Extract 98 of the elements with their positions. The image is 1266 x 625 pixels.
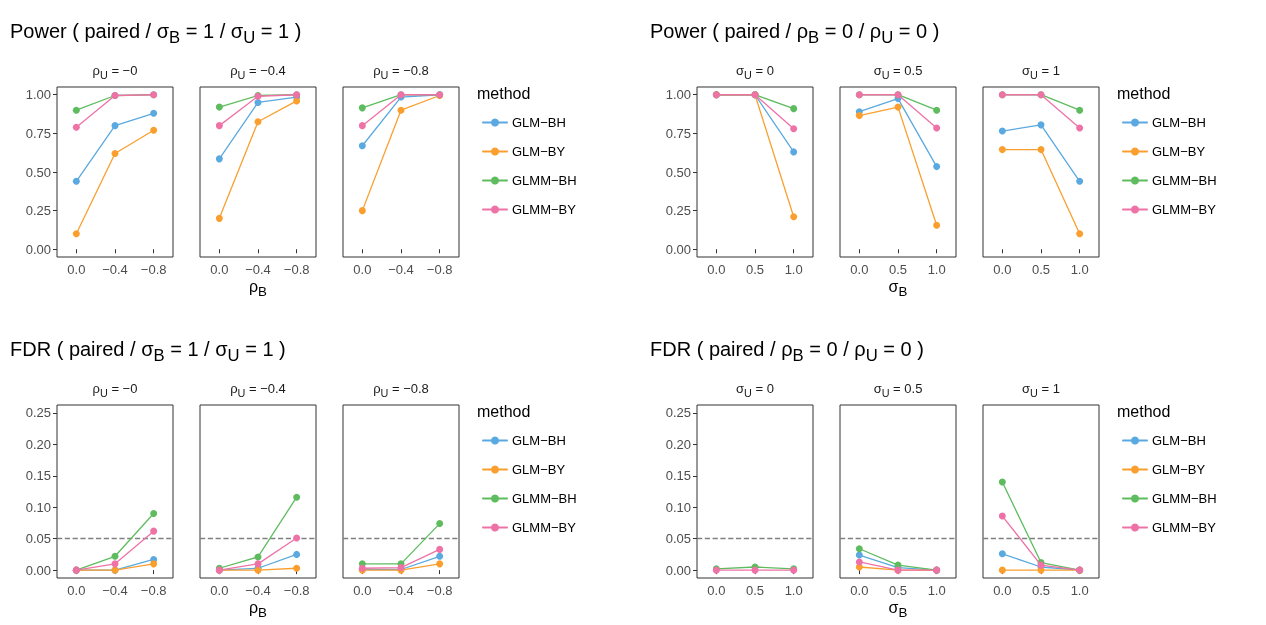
legend-label: GLM−BH [1152,433,1206,448]
x-tick-label: −0.8 [283,583,310,598]
y-tick-label: 0.00 [25,562,51,578]
x-tick-label: 0.0 [850,262,869,277]
chart-title: FDR ( paired / σ$_{B}$ = 1 / σ$_{U}$ = 1 ) [10,338,286,366]
x-tick-label: 0.0 [67,262,86,277]
x-tick-label: −0.8 [140,262,167,277]
chart-subtitle: σ$_{U}$ = 0 [735,381,775,399]
x-tick-label: 0.0 [353,262,372,277]
legend-label: GLMM−BH [1152,173,1217,188]
legend-title: method [477,402,531,420]
x-axis-title: σ$_{B}$ [887,599,909,621]
chart-subtitle: ρ$_{U}$ = −0.8 [372,381,430,399]
x-tick-label: −0.4 [388,262,414,277]
x-tick-label: −0.4 [388,583,414,598]
x-tick-label: −0.4 [102,583,128,598]
legend-title: method [1117,84,1171,102]
chart-subtitle: σ$_{U}$ = 0.5 [872,63,924,81]
y-tick-label: 0.25 [25,405,51,421]
x-tick-label: 0.0 [993,262,1012,277]
y-tick-label: 0.00 [665,241,691,257]
legend-label: GLM−BH [512,115,566,130]
x-tick-label: 0.0 [353,583,372,598]
x-tick-label: 1.0 [927,262,946,277]
chart-subtitle: ρ$_{U}$ = −0.8 [372,63,430,81]
y-tick-label: 0.20 [25,436,51,452]
legend-label: GLM−BY [512,462,566,477]
x-tick-label: −0.8 [283,262,310,277]
legend-label: GLM−BY [1152,462,1206,477]
legend-label: GLMM−BY [512,520,577,535]
chart-subtitle: ρ$_{U}$ = −0.4 [229,63,287,81]
y-tick-label: 1.00 [665,87,691,103]
x-tick-label: 0.0 [850,583,869,598]
chart-subtitle: ρ$_{U}$ = −0.4 [229,381,287,399]
chart-subtitle: σ$_{U}$ = 0 [735,63,775,81]
chart-title: Power ( paired / ρ$_{B}$ = 0 / ρ$_{U}$ = 0 ) [650,20,940,48]
legend-label: GLM−BH [512,433,566,448]
x-tick-label: 0.0 [67,583,86,598]
y-tick-label: 0.00 [25,241,51,257]
x-tick-label: 0.5 [888,262,908,277]
x-tick-label: −0.8 [426,583,453,598]
legend-title: method [1117,402,1171,420]
y-tick-label: 0.05 [665,531,691,547]
chart-subtitle: σ$_{U}$ = 1 [1021,63,1061,81]
legend-label: GLMM−BH [512,491,577,506]
x-tick-label: 0.0 [707,262,726,277]
x-axis-title: ρ$_{B}$ [248,278,268,300]
x-tick-label: 0.0 [210,262,229,277]
y-tick-label: 0.10 [665,499,691,515]
x-tick-label: 0.5 [1031,262,1051,277]
chart-subtitle: σ$_{U}$ = 1 [1021,381,1061,399]
chart-subtitle: σ$_{U}$ = 0.5 [872,381,924,399]
y-tick-label: 0.10 [25,499,51,515]
chart-title: FDR ( paired / ρ$_{B}$ = 0 / ρ$_{U}$ = 0 ) [650,338,924,366]
x-tick-label: 1.0 [784,262,803,277]
x-tick-label: 0.0 [707,583,726,598]
y-tick-label: 0.25 [25,203,51,219]
y-tick-label: 0.00 [665,562,691,578]
x-tick-label: 0.0 [210,583,229,598]
x-tick-label: −0.8 [426,262,453,277]
x-tick-label: −0.4 [102,262,128,277]
x-axis-title: σ$_{B}$ [887,278,909,300]
y-tick-label: 0.15 [665,468,691,484]
y-tick-label: 0.50 [665,164,691,180]
x-tick-label: 1.0 [1070,583,1089,598]
legend-label: GLM−BY [1152,144,1206,159]
x-tick-label: 0.5 [888,583,908,598]
y-tick-label: 0.15 [25,468,51,484]
legend-label: GLM−BH [1152,115,1206,130]
legend-label: GLMM−BH [1152,491,1217,506]
chart-title: Power ( paired / σ$_{B}$ = 1 / σ$_{U}$ = 1 ) [10,20,302,48]
y-tick-label: 0.05 [25,531,51,547]
legend-label: GLMM−BY [1152,520,1217,535]
x-tick-label: 0.5 [745,262,765,277]
y-tick-label: 0.20 [665,436,691,452]
x-tick-label: −0.8 [140,583,167,598]
x-tick-label: 0.0 [993,583,1012,598]
x-tick-label: 1.0 [1070,262,1089,277]
x-tick-label: −0.4 [245,583,271,598]
y-tick-label: 0.75 [25,125,51,141]
legend-label: GLMM−BH [512,173,577,188]
y-tick-label: 0.75 [665,125,691,141]
legend-title: method [477,84,531,102]
x-tick-label: 1.0 [927,583,946,598]
x-tick-label: 1.0 [784,583,803,598]
y-tick-label: 1.00 [25,87,51,103]
x-tick-label: 0.5 [745,583,765,598]
y-tick-label: 0.25 [665,405,691,421]
y-tick-label: 0.25 [665,203,691,219]
legend-label: GLM−BY [512,144,566,159]
legend-label: GLMM−BY [1152,202,1217,217]
chart-subtitle: ρ$_{U}$ = −0 [91,381,139,399]
x-tick-label: −0.4 [245,262,271,277]
legend-label: GLMM−BY [512,202,577,217]
chart-subtitle: ρ$_{U}$ = −0 [91,63,139,81]
x-axis-title: ρ$_{B}$ [248,599,268,621]
y-tick-label: 0.50 [25,164,51,180]
x-tick-label: 0.5 [1031,583,1051,598]
